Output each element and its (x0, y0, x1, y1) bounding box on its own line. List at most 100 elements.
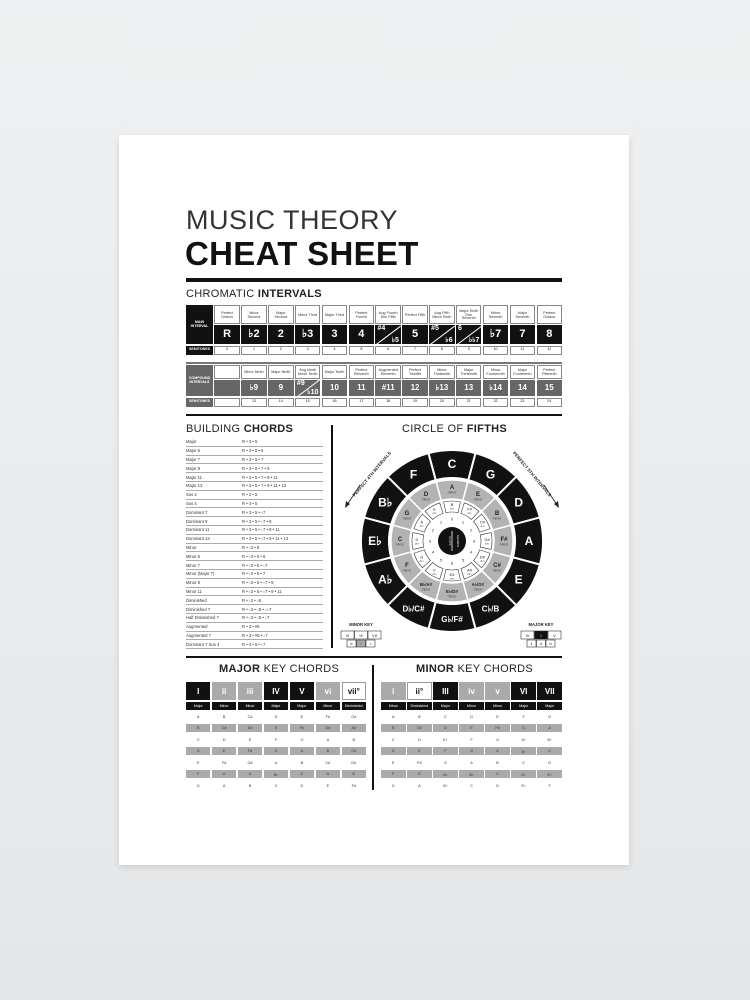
interval-name: Major Seventh (509, 305, 536, 324)
major-key-label: E (515, 573, 523, 587)
chord-row: Dominant 7 Sus 4 R • 4 • 5 • ♭7 (186, 640, 323, 650)
interval-symbol: ♭13 (429, 380, 455, 397)
roman-numeral: VI (511, 682, 536, 700)
chord-row: Major 11 R • 3 • 5 • 7 • 9 • 11 (186, 473, 323, 482)
diminished-segment (411, 532, 425, 550)
accidental-count: 5 (462, 558, 465, 563)
chord-formula: R • 3 • 5 • 7 • 9 • 11 • 13 (242, 483, 287, 489)
split-symbol: #9 ♭10 (295, 380, 321, 397)
chord-note: E (263, 723, 289, 733)
minor-key-label: E♭/D# (446, 589, 459, 594)
chord-note: F (381, 769, 406, 779)
chord-name: Half Diminished 7 (186, 615, 219, 621)
semitones-label: SEMITONES (186, 345, 213, 355)
roman-numeral: III (433, 682, 458, 700)
chord-note: B (248, 783, 252, 788)
symbol-sharp: #4 (377, 325, 386, 333)
chord-note: B♭ (443, 784, 448, 789)
chord-note: C# (341, 746, 366, 756)
chord-row: Augmented 7 R • 3 • #5 • ♭7 (186, 632, 323, 641)
chord-formula: R • 3 • 5 • ♭7 • 9 • 11 (242, 527, 280, 533)
key-diagram-cell (520, 630, 535, 640)
interval-symbol: ♭14 (482, 380, 509, 397)
chord-name: Minor 7 (186, 562, 200, 568)
interval-symbol: 2 (268, 325, 294, 345)
symbol-text: 3 (331, 328, 338, 341)
symbol-sharp: #9 (296, 380, 305, 388)
major-key-label: E♭ (368, 534, 382, 548)
chord-note: F# (325, 714, 331, 719)
roman-numeral: vii° (341, 682, 366, 700)
chord-note: A♭ (433, 769, 458, 779)
chord-formula: R • 4 • 5 • ♭7 (242, 641, 266, 647)
symbol-text: 15 (544, 383, 554, 393)
interval-symbol: R (214, 325, 240, 345)
chord-note: A♭ (521, 738, 526, 743)
chord-note: F (186, 769, 211, 779)
interval-name: Aug Ninth Minor Tenth (294, 365, 321, 379)
diminished-label: F# (467, 507, 472, 512)
diminished-segment (424, 502, 444, 520)
chord-note: G (407, 769, 432, 779)
divider (186, 656, 562, 658)
symbol-flat: ♭5 (391, 337, 399, 345)
dim-word: dim (415, 542, 419, 546)
minor-key-label: C (398, 537, 403, 543)
heading-light: KEY CHORDS (454, 663, 534, 675)
dim-word: dim (432, 572, 436, 576)
minor-key-label: C# (493, 563, 501, 569)
chord-note: E (300, 714, 304, 719)
chord-quality: Major (289, 701, 315, 710)
key-diagram-label: MINOR KEY (349, 622, 373, 627)
chord-note: D (222, 737, 226, 742)
chord-name: Dominant 9 (186, 518, 208, 524)
interval-symbol: #11 (375, 380, 401, 397)
chord-note: D (433, 723, 458, 733)
chord-note: G (211, 769, 237, 779)
roman-numeral: V (289, 682, 315, 700)
chord-note: C (274, 783, 278, 788)
chord-note: B (352, 737, 356, 742)
roman-numeral: i (381, 682, 406, 700)
key-diagram-numeral: i (361, 642, 362, 646)
arrowhead-right-icon (554, 501, 559, 508)
minor-key-label: B (495, 511, 500, 517)
compound-intervals-table: COMPOUND INTERVALS Minor Ninth Major Ninth… (186, 365, 562, 407)
interval-name: Major Sixth Dim Seventh (456, 305, 482, 324)
symbol-text: 9 (278, 383, 284, 393)
key-diagram-cell (526, 639, 537, 648)
dim-word: dim (467, 511, 471, 515)
chord-name: Diminished (186, 597, 207, 603)
key-diagram-numeral: iii (549, 642, 551, 646)
semitone-count: 23 (509, 397, 536, 407)
interval-symbol: 8 (536, 325, 562, 345)
chord-note: G (511, 723, 536, 733)
diminished-segment (460, 562, 480, 580)
dim-word: dim (432, 511, 436, 515)
chord-formula: R • 4 • 5 (242, 500, 258, 506)
chord-formula: R • ♭3 • 5 • 6 (242, 553, 266, 559)
chord-name: Dominant 11 (186, 527, 210, 533)
chord-note: B (300, 760, 304, 765)
chord-quality: Minor (381, 701, 406, 710)
arrow-left-icon (346, 484, 361, 506)
chord-note: B♭ (547, 738, 552, 743)
chord-quality: Major (537, 701, 562, 710)
diminished-label: E (433, 507, 436, 512)
chord-row: Minor 7 R • ♭3 • 5 • ♭7 (186, 561, 323, 570)
diminished-segment (424, 562, 444, 580)
chord-note: F# (237, 746, 263, 756)
major-key-label: G♭/F# (441, 615, 463, 624)
semitone-count: 0 (214, 345, 240, 355)
roman-numeral: ii° (407, 682, 432, 700)
chord-formula: R • ♭3 • 5 • ♭7 • 9 (242, 580, 274, 586)
heading-light: CIRCLE OF (402, 423, 467, 435)
chord-note: D (496, 783, 499, 788)
semitone-count: 22 (482, 397, 509, 407)
symbol-text: 12 (410, 383, 420, 393)
minor-key-label: E (476, 492, 480, 498)
symbol-text: 14 (517, 383, 527, 393)
chord-note: D (548, 760, 552, 765)
chord-name: Minor 6 (186, 553, 200, 559)
chord-note: E (211, 746, 237, 756)
